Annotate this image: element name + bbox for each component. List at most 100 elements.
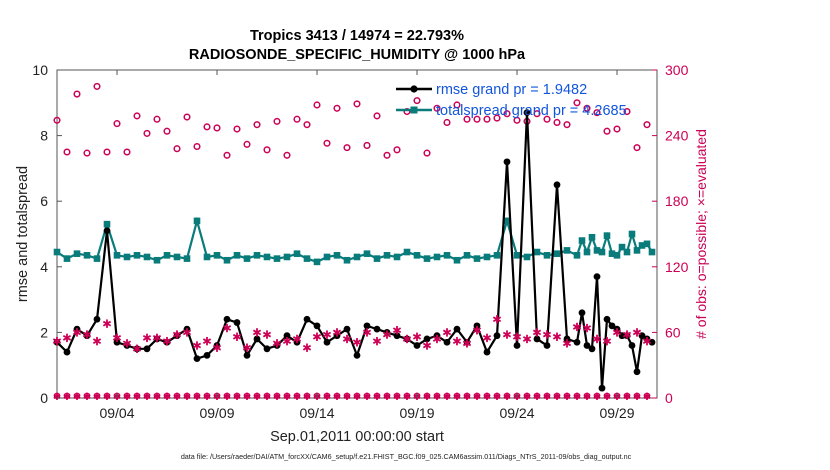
obs-evaluated-point [462,339,472,348]
y-axis-label-left: rmse and totalspread [15,166,31,302]
obs-evaluated-point [352,338,362,347]
totalspread-point [563,247,571,254]
totalspread-point [453,256,461,264]
rmse-point [323,338,331,346]
obs-evaluated-point [322,330,332,339]
rmse-point [603,315,611,323]
totalspread-point [143,253,151,261]
obs-evaluated-point [232,332,242,341]
totalspread-point [263,253,271,261]
y-tick-label-left: 0 [40,390,48,406]
totalspread-point [553,250,561,257]
obs-evaluated-point [582,323,592,333]
rmse-point [503,158,511,166]
obs-evaluated-zero-point [553,392,561,400]
obs-evaluated-zero-point [283,392,291,400]
obs-possible-point [603,127,611,135]
obs-evaluated-zero-point [523,392,531,400]
obs-evaluated-point [362,328,372,337]
obs-possible-point [463,115,471,123]
totalspread-point [353,253,361,261]
obs-evaluated-zero-point [93,392,101,400]
obs-evaluated-zero-point [193,392,201,400]
obs-evaluated-point [562,339,572,348]
chart-title-line2: RADIOSONDE_SPECIFIC_HUMIDITY @ 1000 hPa [189,47,526,63]
obs-evaluated-point [622,330,632,339]
y-tick-label-right: 0 [665,390,673,406]
obs-evaluated-point [272,339,282,348]
obs-evaluated-zero-point [153,392,161,400]
obs-evaluated-zero-point [223,392,231,400]
obs-evaluated-point [602,336,612,346]
legend-rmse-label: rmse grand pr = 1.9482 [436,82,587,98]
obs-possible-point [503,110,511,118]
obs-evaluated-point [72,328,82,337]
y-tick-label-left: 8 [40,128,48,144]
obs-evaluated-point [382,330,392,339]
totalspread-point [503,217,511,225]
obs-possible-point [203,123,211,131]
obs-evaluated-point [132,344,142,353]
obs-evaluated-point [432,334,442,344]
obs-possible-point [483,115,491,123]
legend-spread-marker [410,106,418,114]
obs-evaluated-point [552,332,562,341]
totalspread-point [243,255,251,262]
series-layer [52,82,656,400]
obs-possible-point [643,121,651,129]
obs-evaluated-point [82,330,92,339]
y-tick-label-right: 300 [665,62,689,78]
data-file-footer: data file: /Users/raeder/DAI/ATM_forcXX/… [181,452,632,461]
y-tick-label-left: 10 [32,62,48,78]
rmse-point [563,335,571,343]
y-tick-label-right: 240 [665,128,689,144]
obs-possible-point [143,129,151,137]
obs-possible-point [293,115,301,123]
rmse-point [313,322,321,330]
obs-evaluated-point [202,336,212,346]
obs-possible-point [223,151,231,159]
obs-evaluated-point [392,326,402,335]
x-tick-label: 09/09 [199,405,234,421]
rmse-point [393,332,401,340]
obs-evaluated-zero-point [333,392,341,400]
obs-possible-point [53,116,61,124]
rmse-point [363,322,371,330]
obs-possible-point [393,146,401,154]
obs-evaluated-zero-point [633,392,641,400]
rmse-point [628,342,636,349]
obs-evaluated-zero-point [233,392,241,400]
obs-possible-point [533,110,541,118]
obs-evaluated-zero-point [503,392,511,400]
totalspread-point [598,248,606,256]
legend-rmse-marker [410,85,418,93]
obs-evaluated-zero-point [403,392,411,400]
obs-evaluated-zero-point [433,392,441,400]
obs-evaluated-zero-point [603,392,611,400]
obs-evaluated-point [332,328,342,337]
obs-evaluated-point [162,336,172,346]
obs-evaluated-zero-point [493,392,501,400]
obs-possible-point [323,139,331,147]
obs-possible-point [243,140,251,148]
obs-possible-point [153,115,161,123]
totalspread-point [623,248,631,256]
totalspread-point [648,248,656,256]
totalspread-point [183,255,191,262]
totalspread-point [493,252,501,259]
obs-possible-point [213,124,221,132]
obs-evaluated-zero-point [303,392,311,400]
obs-evaluated-zero-point [623,392,631,400]
obs-evaluated-point [642,336,652,346]
totalspread-point [153,256,161,264]
totalspread-point [103,220,111,228]
rmse-point [543,342,551,349]
rmse-point [63,348,71,356]
totalspread-point [333,252,341,259]
totalspread-point [63,255,71,262]
obs-evaluated-zero-point [163,392,171,400]
rmse-point [253,335,261,343]
totalspread-point [513,252,521,259]
x-axis-label: Sep.01,2011 00:00:00 start [270,429,444,445]
totalspread-point [173,253,181,261]
